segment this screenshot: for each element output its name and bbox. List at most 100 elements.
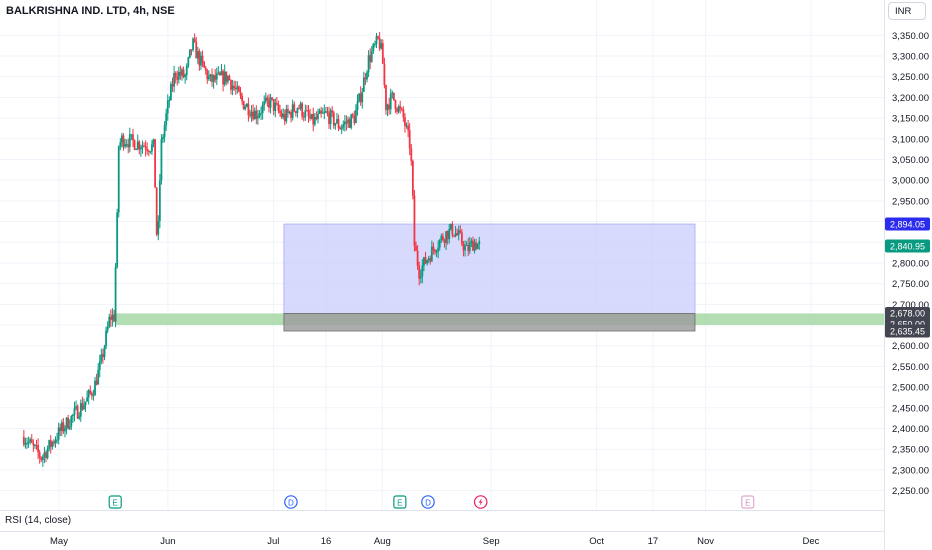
candle-body	[336, 119, 338, 124]
pane-divider	[0, 510, 884, 511]
candle-body	[287, 109, 289, 113]
candle-body	[271, 97, 274, 100]
candle-body	[396, 109, 398, 112]
candle-body	[94, 380, 96, 396]
candle-body	[81, 403, 84, 410]
candle-body	[200, 55, 202, 66]
price-tick-label: 2,350.00	[892, 445, 929, 456]
candle-body	[89, 390, 92, 393]
candle-body	[244, 106, 247, 110]
price-label-text: 2,894.05	[890, 219, 925, 229]
candle-body	[111, 314, 114, 320]
candle-body	[391, 92, 394, 94]
candle-body	[226, 76, 229, 82]
candle-body	[366, 72, 368, 80]
earnings-marker[interactable]	[741, 495, 755, 509]
candle-body	[459, 230, 462, 233]
time-tick-label: May	[50, 536, 68, 547]
price-label-green	[885, 239, 930, 253]
rsi-indicator-label[interactable]: RSI (14, close)	[5, 515, 72, 526]
candle-body	[454, 233, 457, 237]
candle-body	[34, 444, 36, 446]
candle-body	[139, 148, 142, 150]
time-axis[interactable]: May Jun Jul 16 Aug Sep Oct 17 Nov Dec	[50, 536, 820, 547]
dividend-icon: D	[425, 498, 431, 507]
candle-body	[73, 408, 76, 415]
candle-body	[143, 145, 145, 147]
candle-body	[331, 110, 334, 113]
candle-body	[192, 38, 194, 51]
candle-body	[328, 113, 330, 125]
candle-body	[67, 417, 70, 429]
price-tick-label: 2,800.00	[892, 258, 929, 269]
candle-body	[389, 93, 392, 110]
currency-button[interactable]: INR	[888, 2, 926, 20]
time-tick-label: Oct	[589, 536, 604, 547]
candle-body	[432, 246, 435, 250]
candle-body	[315, 117, 318, 120]
price-tick-label: 3,100.00	[892, 134, 929, 145]
price-label-blue	[885, 217, 930, 231]
candle-body	[381, 43, 384, 64]
candle-body	[435, 251, 438, 253]
candle-body	[282, 114, 285, 118]
candle-body	[141, 145, 144, 149]
dividend-marker[interactable]	[284, 495, 298, 509]
candle-body	[225, 71, 228, 82]
candle-body	[62, 422, 65, 432]
symbol-title[interactable]: BALKRISHNA IND. LTD, 4h, NSE	[6, 5, 175, 17]
price-tick-label: 2,950.00	[892, 196, 929, 207]
candle-body	[321, 112, 324, 114]
zones[interactable]	[115, 223, 884, 332]
price-tick-label: 2,500.00	[892, 383, 929, 394]
candle-body	[299, 103, 302, 109]
candle-body	[53, 441, 55, 444]
candle-body	[24, 443, 27, 445]
candle-body	[472, 240, 474, 251]
candle-body	[256, 116, 259, 119]
candle-body	[421, 265, 424, 277]
demand-zone[interactable]	[283, 223, 696, 314]
candle-body	[219, 72, 221, 76]
candle-body	[233, 85, 236, 89]
candle-body	[429, 258, 432, 262]
candle-body	[171, 84, 174, 87]
candle-body	[358, 93, 360, 102]
candle-body	[411, 160, 414, 196]
earnings-icon: E	[397, 499, 402, 508]
candle-body	[75, 406, 77, 409]
earnings-marker[interactable]	[393, 495, 407, 509]
candle-body	[312, 114, 315, 125]
candle-body	[404, 117, 406, 127]
candle-body	[97, 369, 100, 385]
stop-zone[interactable]	[283, 313, 696, 332]
candle-body	[475, 242, 478, 249]
candle-body	[49, 440, 52, 447]
candle-body	[71, 414, 74, 417]
candle-body	[415, 246, 417, 251]
candle-body	[424, 257, 427, 264]
candle-body	[427, 258, 430, 261]
candle-body	[198, 51, 201, 66]
candle-body	[84, 401, 87, 406]
candle-body	[241, 95, 243, 102]
candle-body	[45, 452, 47, 458]
candle-body	[290, 111, 292, 118]
candle-body	[214, 75, 217, 80]
dividend-marker[interactable]	[421, 495, 435, 509]
candle-body	[364, 77, 367, 80]
candle-body	[258, 113, 261, 117]
price-tick-label: 2,250.00	[892, 486, 929, 497]
candle-body	[37, 445, 39, 453]
candle-body	[340, 127, 343, 130]
price-tick-label: 3,250.00	[892, 72, 929, 83]
candle-body	[230, 80, 232, 90]
candle-body	[405, 125, 408, 127]
earnings-marker[interactable]	[108, 495, 122, 509]
candle-body	[32, 442, 35, 446]
price-axis[interactable]: 2,250.00 2,300.00 2,350.00 2,400.00 2,450.00…	[892, 31, 929, 497]
candle-body	[419, 276, 422, 279]
candle-body	[442, 235, 444, 241]
